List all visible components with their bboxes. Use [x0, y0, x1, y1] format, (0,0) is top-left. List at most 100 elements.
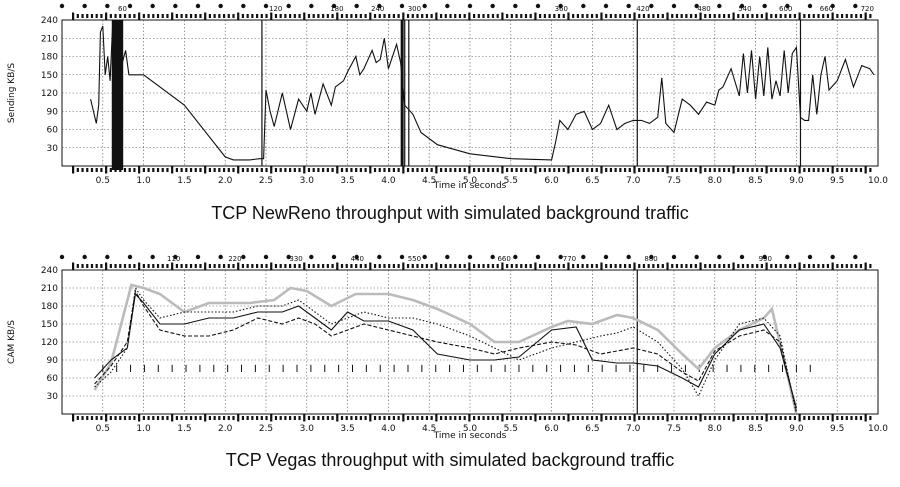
packet-mark-bottom [562, 168, 565, 172]
packet-mark-bottom [326, 168, 329, 172]
packet-mark-bottom [138, 414, 141, 422]
packet-mark-bottom [826, 416, 830, 420]
packet-mark-bottom [642, 168, 646, 172]
packet-mark-bottom [444, 168, 447, 172]
packet-mark-top [737, 264, 740, 268]
packet-mark-top [487, 264, 490, 268]
packet-mark-top [567, 262, 570, 270]
packet-mark-bottom [756, 168, 759, 172]
packet-mark-top [765, 12, 768, 20]
packet-mark-top [751, 264, 754, 268]
packet-mark-bottom [378, 168, 381, 172]
packet-mark-bottom [416, 168, 419, 172]
packet-mark-bottom [774, 416, 778, 420]
packet-mark-top [213, 14, 216, 18]
packet-mark-top [161, 264, 164, 268]
packet-mark-bottom [86, 168, 89, 172]
packet-mark-top [562, 264, 565, 268]
packet-mark-top [373, 14, 377, 18]
packet-mark-bottom [359, 416, 362, 420]
packet-mark-top [171, 12, 174, 20]
packet-mark-bottom [81, 416, 84, 420]
packet-mark-bottom [303, 166, 306, 174]
packet-mark-bottom [293, 168, 296, 172]
event-dot [82, 254, 87, 260]
event-dot [241, 3, 246, 9]
x-tick-label: 0.5 [96, 176, 110, 186]
packet-mark-top [468, 12, 471, 20]
packet-mark-bottom [72, 414, 75, 422]
packet-mark-bottom [619, 416, 622, 420]
packet-mark-bottom [557, 416, 561, 420]
packet-mark-top [864, 12, 867, 20]
packet-mark-top [326, 264, 329, 268]
packet-mark-bottom [322, 168, 325, 172]
packet-mark-bottom [326, 416, 329, 420]
packet-mark-bottom [746, 416, 749, 420]
packet-mark-top [543, 264, 546, 268]
packet-mark-top [534, 262, 537, 270]
packet-mark-bottom [614, 168, 617, 172]
packet-mark-bottom [397, 168, 400, 172]
packet-mark-top [784, 14, 787, 18]
packet-mark-bottom [793, 168, 796, 172]
x-tick-label: 9.5 [830, 424, 844, 434]
packet-mark-top [81, 264, 84, 268]
packet-mark-bottom [109, 168, 112, 172]
packet-mark-bottom [845, 168, 848, 172]
packet-mark-top [171, 262, 174, 270]
packet-mark-top [609, 264, 613, 268]
packet-mark-top [864, 262, 867, 270]
packet-mark-bottom [661, 416, 664, 420]
packet-mark-top [850, 264, 853, 268]
packet-mark-bottom [218, 416, 221, 420]
packet-mark-bottom [458, 168, 462, 172]
packet-mark-top [845, 264, 848, 268]
packet-mark-top [515, 14, 518, 18]
x-tick-label: 6.5 [585, 424, 599, 434]
packet-mark-bottom [406, 168, 410, 172]
packet-mark-bottom [784, 168, 787, 172]
y-tick-label: 90 [47, 356, 59, 366]
packet-mark-top [855, 14, 858, 18]
packet-mark-bottom [491, 416, 495, 420]
packet-mark-bottom [402, 414, 405, 422]
packet-mark-bottom [586, 416, 589, 420]
packet-mark-top [520, 264, 523, 268]
packet-mark-bottom [138, 166, 141, 174]
packet-mark-bottom [751, 416, 754, 420]
packet-mark-bottom [524, 168, 528, 172]
packet-mark-bottom [727, 416, 730, 420]
x-axis-label: Time in seconds [433, 431, 507, 441]
packet-mark-bottom [213, 168, 216, 172]
packet-mark-top [237, 262, 240, 270]
event-dot [535, 254, 541, 260]
packet-mark-top [807, 14, 811, 18]
packet-mark-top [435, 12, 438, 20]
packet-mark-bottom [355, 416, 358, 420]
y-tick-label: 30 [47, 144, 59, 154]
packet-mark-bottom [194, 168, 197, 172]
packet-mark-top [397, 14, 400, 18]
packet-mark-top [336, 262, 339, 270]
packet-mark-bottom [350, 416, 353, 420]
packet-mark-bottom [119, 416, 122, 420]
packet-mark-bottom [496, 416, 499, 420]
packet-mark-top [548, 14, 551, 18]
packet-mark-top [147, 264, 150, 268]
packet-mark-bottom [784, 416, 787, 420]
packet-mark-top [732, 262, 735, 270]
packet-mark-bottom [293, 416, 296, 420]
packet-mark-bottom [723, 416, 726, 420]
packet-mark-bottom [647, 416, 650, 420]
packet-mark-bottom [718, 416, 721, 420]
packet-mark-bottom [812, 416, 815, 420]
packet-mark-top [586, 264, 589, 268]
packet-mark-bottom [515, 168, 518, 172]
chart-1: 30 60 90 120 150 180 210 240 0.5 1.0 1.5 2.0 2.5 3.0 3… [7, 3, 888, 191]
packet-mark-top [840, 264, 844, 268]
packet-mark-bottom [482, 416, 485, 420]
top-marker-label: 990 [759, 255, 772, 263]
packet-mark-bottom [774, 168, 778, 172]
packet-mark-top [322, 14, 325, 18]
